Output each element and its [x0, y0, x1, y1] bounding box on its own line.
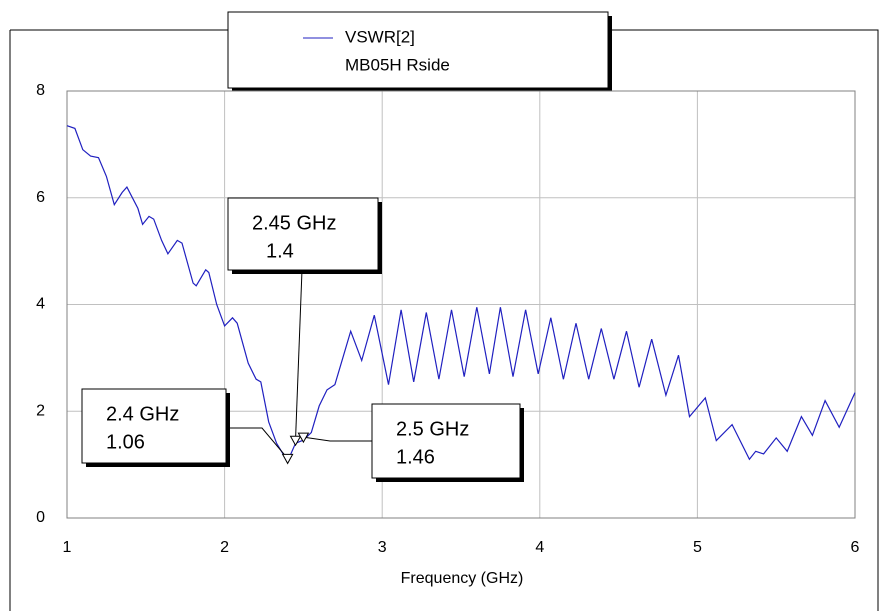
y-tick-label: 4 — [36, 296, 45, 313]
annotation-box — [371, 403, 521, 479]
x-tick-label: 1 — [63, 539, 72, 556]
y-tick-label: 2 — [36, 402, 45, 419]
x-tick-label: 5 — [693, 539, 702, 556]
y-tick-label: 0 — [36, 509, 45, 526]
legend-label: VSWR[2] — [345, 27, 415, 46]
y-tick-label: 6 — [36, 189, 45, 206]
frame — [9, 29, 879, 611]
annotation-box — [81, 388, 227, 464]
leader-line — [303, 436, 372, 442]
plot-border — [66, 90, 856, 519]
annotation-value: 1.46 — [396, 446, 435, 468]
annotation-label: 2.5 GHz — [396, 418, 469, 440]
marker — [281, 453, 294, 465]
annotation-value: 1.4 — [266, 240, 294, 262]
annotation-label: 2.45 GHz — [252, 212, 336, 234]
marker — [297, 432, 310, 444]
x-tick-label: 3 — [378, 539, 387, 556]
x-tick-label: 4 — [535, 539, 544, 556]
legend-box — [227, 11, 609, 89]
annotation-value: 1.06 — [106, 431, 145, 453]
leader-line — [295, 269, 303, 441]
x-tick-label: 6 — [851, 539, 860, 556]
legend-note: MB05H Rside — [345, 55, 450, 74]
marker — [289, 435, 302, 447]
leader-line — [226, 427, 288, 459]
x-tick-label: 2 — [220, 539, 229, 556]
annotation-label: 2.4 GHz — [106, 403, 179, 425]
y-tick-label: 8 — [36, 82, 45, 99]
x-axis-label: Frequency (GHz) — [401, 570, 524, 587]
annotation-box — [227, 197, 379, 271]
series-line — [66, 125, 856, 463]
